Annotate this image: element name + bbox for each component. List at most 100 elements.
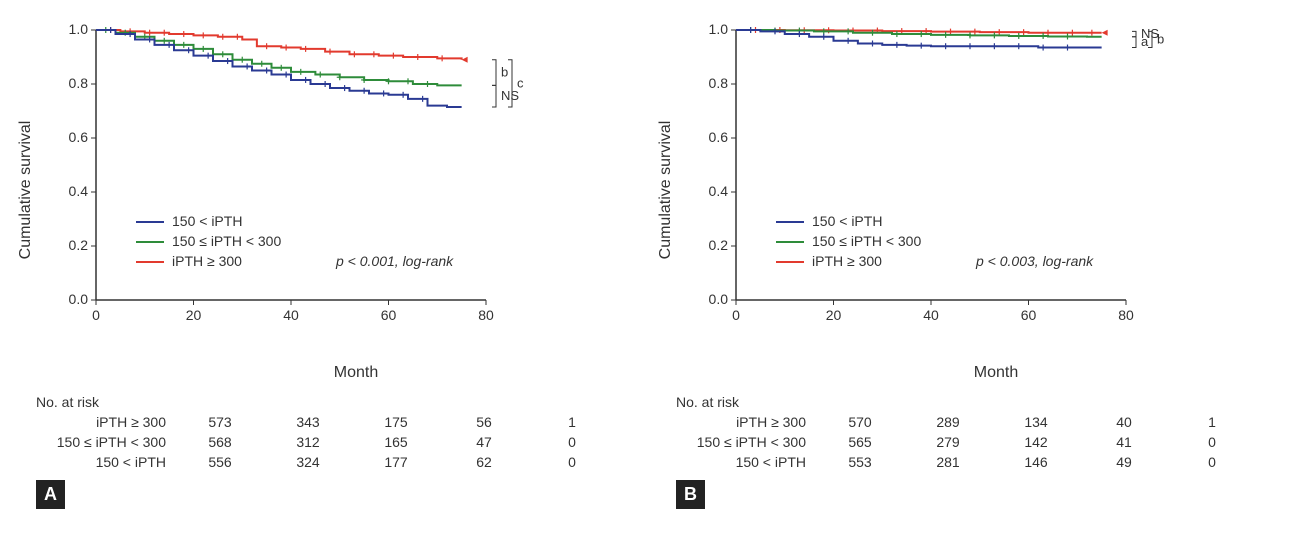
censor-marker — [342, 85, 348, 91]
risk-table: iPTH ≥ 300570289134401150 ≤ iPTH < 30056… — [676, 414, 1256, 470]
risk-row-label: iPTH ≥ 300 — [36, 414, 176, 430]
bracket-label: c — [517, 75, 524, 90]
censor-marker — [278, 65, 284, 71]
panel-a: Cumulative survival 0.00.20.40.60.81.002… — [36, 20, 616, 509]
censor-marker — [381, 90, 387, 96]
x-tick-label: 0 — [732, 307, 740, 323]
y-tick-label: 0.0 — [709, 291, 729, 307]
risk-cell: 177 — [352, 454, 440, 470]
y-tick-label: 0.4 — [709, 183, 729, 199]
comparison-bracket — [492, 60, 496, 86]
censor-marker — [283, 45, 289, 51]
y-tick-label: 0.8 — [69, 75, 89, 91]
censor-marker — [327, 49, 333, 55]
risk-cell: 1 — [528, 414, 616, 430]
x-tick-label: 20 — [186, 307, 202, 323]
censor-marker — [918, 43, 924, 49]
risk-cell: 0 — [528, 454, 616, 470]
risk-row-label: iPTH ≥ 300 — [676, 414, 816, 430]
censor-marker — [1040, 45, 1046, 51]
risk-cell: 343 — [264, 414, 352, 430]
risk-cell: 134 — [992, 414, 1080, 430]
censor-marker — [317, 72, 323, 78]
x-axis-label: Month — [736, 364, 1256, 382]
censor-marker — [415, 54, 421, 60]
risk-cell: 568 — [176, 434, 264, 450]
censor-marker — [991, 32, 997, 38]
x-tick-label: 0 — [92, 307, 100, 323]
censor-marker — [948, 29, 954, 35]
censor-marker — [264, 68, 270, 74]
risk-cell: 175 — [352, 414, 440, 430]
x-tick-label: 40 — [923, 307, 939, 323]
censor-marker — [972, 29, 978, 35]
pvalue-text: p < 0.001, log-rank — [335, 253, 454, 269]
x-tick-label: 80 — [478, 307, 494, 323]
risk-cell: 1 — [1168, 414, 1256, 430]
chart-wrap: Cumulative survival 0.00.20.40.60.81.002… — [676, 20, 1256, 360]
censor-marker — [821, 28, 827, 34]
y-tick-label: 0.8 — [709, 75, 729, 91]
risk-cell: 40 — [1080, 414, 1168, 430]
risk-row-label: 150 < iPTH — [676, 454, 816, 470]
censor-marker — [244, 63, 250, 69]
risk-cell: 553 — [816, 454, 904, 470]
x-tick-label: 60 — [381, 307, 397, 323]
chart-wrap: Cumulative survival 0.00.20.40.60.81.002… — [36, 20, 616, 360]
y-tick-label: 0.2 — [69, 237, 89, 253]
censor-marker — [108, 27, 114, 33]
censor-marker — [967, 32, 973, 38]
risk-cell: 312 — [264, 434, 352, 450]
censor-marker — [239, 57, 245, 63]
censor-marker — [1021, 29, 1027, 35]
y-tick-label: 0.6 — [709, 129, 729, 145]
censor-marker — [870, 41, 876, 47]
censor-marker — [220, 34, 226, 40]
censor-marker — [161, 38, 167, 44]
risk-cell: 0 — [1168, 454, 1256, 470]
censor-marker — [1089, 30, 1095, 36]
y-tick-label: 0.6 — [69, 129, 89, 145]
km-chart-A: 0.00.20.40.60.81.0020406080bNSc150 < iPT… — [36, 20, 596, 340]
censor-marker — [351, 51, 357, 57]
censor-marker — [796, 31, 802, 37]
censor-marker — [425, 81, 431, 87]
risk-row-label: 150 < iPTH — [36, 454, 176, 470]
censor-marker — [322, 81, 328, 87]
censor-marker — [303, 77, 309, 83]
risk-cell: 62 — [440, 454, 528, 470]
y-tick-label: 0.0 — [69, 291, 89, 307]
legend-label: iPTH ≥ 300 — [172, 253, 242, 269]
legend-label: iPTH ≥ 300 — [812, 253, 882, 269]
censor-marker — [181, 31, 187, 37]
bracket-label: b — [501, 65, 508, 80]
y-tick-label: 1.0 — [709, 21, 729, 37]
x-axis-label: Month — [96, 364, 616, 382]
censor-marker — [991, 43, 997, 49]
legend-label: 150 < iPTH — [812, 213, 882, 229]
y-tick-label: 0.4 — [69, 183, 89, 199]
censor-marker — [186, 47, 192, 53]
censor-marker — [205, 53, 211, 59]
censor-marker — [439, 55, 445, 61]
censor-marker — [264, 43, 270, 49]
censor-marker — [943, 43, 949, 49]
risk-cell: 41 — [1080, 434, 1168, 450]
risk-cell: 289 — [904, 414, 992, 430]
series-arrow-icon — [1102, 30, 1108, 36]
censor-marker — [420, 96, 426, 102]
censor-marker — [147, 30, 153, 36]
panel-b: Cumulative survival 0.00.20.40.60.81.002… — [676, 20, 1256, 509]
risk-cell: 146 — [992, 454, 1080, 470]
censor-marker — [1065, 33, 1071, 39]
y-axis-label: Cumulative survival — [657, 121, 675, 260]
x-tick-label: 60 — [1021, 307, 1037, 323]
y-axis-label: Cumulative survival — [17, 121, 35, 260]
censor-marker — [826, 27, 832, 33]
censor-marker — [1065, 45, 1071, 51]
censor-marker — [225, 58, 231, 64]
km-chart-B: 0.00.20.40.60.81.0020406080NSab150 < iPT… — [676, 20, 1236, 340]
censor-marker — [200, 32, 206, 38]
legend-label: 150 ≤ iPTH < 300 — [172, 233, 281, 249]
censor-marker — [845, 38, 851, 44]
